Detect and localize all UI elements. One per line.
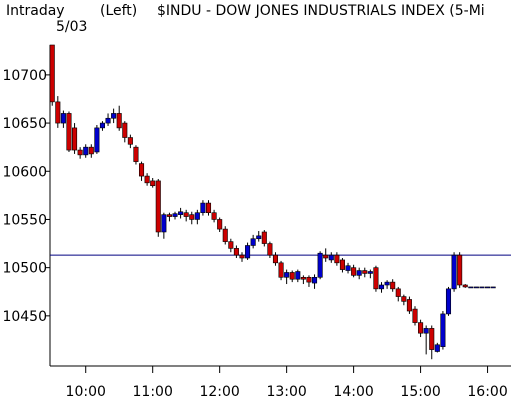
candle-body: [205, 202, 212, 214]
candle-body: [473, 286, 479, 289]
candle-body: [66, 113, 72, 151]
candle-body: [261, 231, 267, 244]
candle-body: [144, 175, 150, 184]
candle-body: [77, 149, 83, 156]
candle-body: [429, 328, 435, 350]
candle-body: [356, 270, 362, 276]
candle-body: [211, 212, 217, 220]
candle-body: [217, 219, 223, 230]
candle-body: [440, 313, 446, 347]
candle-body: [451, 254, 457, 290]
candle-body: [272, 254, 279, 264]
candle-body: [256, 235, 262, 240]
chart-date: 5/03: [56, 19, 87, 35]
candle-body: [133, 146, 139, 162]
chart-label: Intraday: [6, 3, 65, 19]
axis-side: (Left): [100, 3, 137, 19]
candle-body: [99, 122, 105, 129]
candle-body: [323, 254, 329, 259]
y-tick-label: 10550: [2, 212, 47, 228]
x-tick-label: 15:00: [400, 384, 440, 400]
candle-body: [239, 254, 245, 259]
candle-body: [233, 248, 239, 256]
candle-body: [166, 214, 172, 217]
candle-body: [60, 113, 66, 124]
candle-body: [423, 328, 429, 334]
candle-body: [155, 180, 161, 233]
candle-body: [72, 127, 78, 151]
candle-body: [161, 214, 167, 233]
y-tick-label: 10450: [2, 309, 47, 325]
candle-body: [367, 271, 373, 274]
candle-body: [468, 286, 474, 289]
candle-body: [250, 238, 256, 246]
candle-body: [83, 146, 89, 156]
candle-body: [490, 286, 496, 289]
candle-body: [228, 241, 234, 249]
candle-body: [485, 286, 491, 289]
y-tick-label: 10700: [2, 68, 47, 84]
y-tick-label: 10600: [2, 164, 47, 180]
candle-body: [384, 281, 390, 286]
candle-body: [434, 344, 440, 352]
candle-body: [245, 245, 251, 259]
candle-body: [116, 113, 122, 129]
candle-body: [351, 267, 357, 276]
candle-body: [378, 284, 385, 290]
x-tick-label: 16:00: [467, 384, 507, 400]
candle-body: [183, 212, 189, 217]
x-tick-label: 13:00: [266, 384, 306, 400]
candle-body: [306, 276, 312, 283]
candle-body: [49, 44, 55, 103]
y-tick-label: 10500: [2, 261, 47, 277]
candle-body: [312, 276, 318, 284]
candle-body: [317, 252, 323, 278]
candle-body: [406, 299, 412, 312]
candle-body: [300, 276, 306, 280]
candle-body: [479, 286, 485, 289]
candle-body: [127, 137, 133, 145]
candle-body: [395, 288, 401, 297]
candle-body: [418, 322, 424, 334]
x-tick-label: 11:00: [133, 384, 173, 400]
candle-body: [189, 214, 195, 220]
candle-body: [289, 272, 295, 280]
candle-body: [295, 271, 301, 280]
candle-body: [445, 288, 452, 315]
candle-body: [390, 281, 396, 290]
candle-body: [373, 267, 379, 290]
candle-body: [111, 113, 117, 119]
candle-body: [150, 180, 156, 187]
candle-body: [267, 243, 273, 256]
x-tick-label: 10:00: [66, 384, 106, 400]
candle-body: [278, 262, 284, 278]
candle-body: [412, 308, 418, 323]
candle-body: [200, 202, 206, 214]
candle-body: [178, 211, 184, 215]
x-tick-label: 14:00: [333, 384, 373, 400]
chart-title: $INDU - DOW JONES INDUSTRIALS INDEX (5-M…: [157, 3, 485, 19]
candle-body: [55, 101, 61, 124]
candle-body: [122, 122, 128, 138]
candle-body: [94, 127, 100, 153]
candle-body: [345, 265, 351, 271]
candle-body: [462, 284, 468, 288]
candle-body: [401, 296, 407, 302]
candle-body: [362, 270, 368, 274]
candle-body: [334, 254, 340, 264]
candle-body: [88, 146, 94, 155]
y-tick-label: 10650: [2, 116, 47, 132]
x-tick-label: 12:00: [199, 384, 239, 400]
candle-body: [138, 163, 145, 177]
candle-body: [172, 213, 178, 217]
candle-body: [457, 254, 463, 286]
candle-body: [194, 212, 200, 220]
candle-body: [284, 272, 290, 278]
candle-body: [105, 117, 111, 124]
candle-body: [328, 254, 334, 261]
candle-body: [339, 259, 345, 270]
candle-body: [222, 228, 228, 242]
